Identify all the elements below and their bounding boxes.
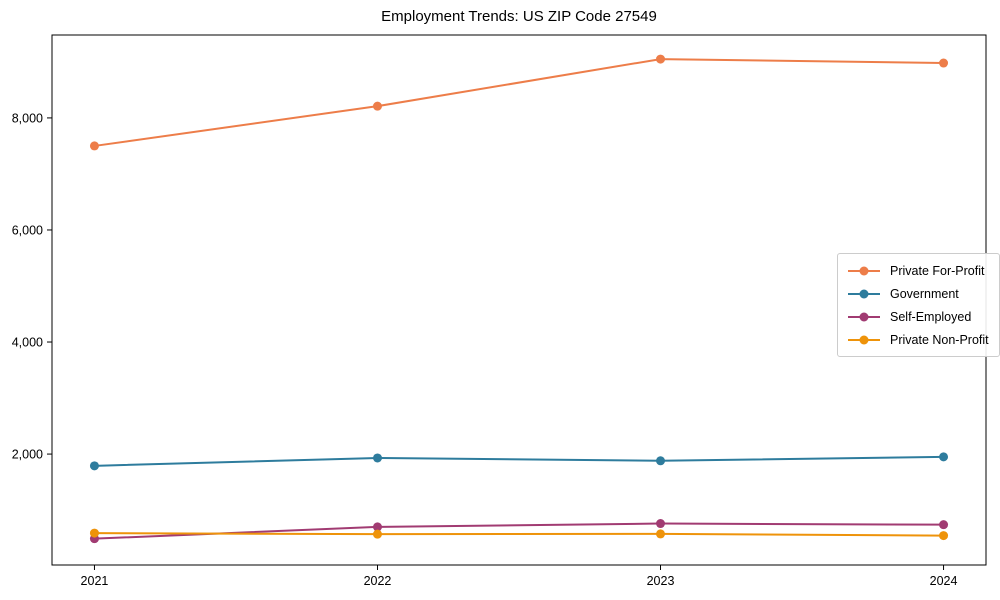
legend-label: Self-Employed bbox=[890, 309, 972, 324]
x-tick-label: 2021 bbox=[81, 574, 109, 588]
legend-line-marker-icon bbox=[848, 312, 880, 321]
data-point-government bbox=[89, 461, 99, 471]
legend-item-government: Government bbox=[847, 284, 989, 303]
legend-item-private-non-profit: Private Non-Profit bbox=[847, 330, 989, 349]
chart-title: Employment Trends: US ZIP Code 27549 bbox=[381, 8, 657, 25]
data-point-private-for-profit bbox=[939, 58, 949, 68]
series-line-government bbox=[93, 455, 945, 467]
x-tick-label: 2022 bbox=[364, 574, 392, 588]
legend-item-self-employed: Self-Employed bbox=[847, 307, 989, 326]
data-point-private-for-profit bbox=[89, 141, 99, 151]
legend-line-marker-icon bbox=[848, 289, 880, 298]
legend-line-marker-icon bbox=[848, 266, 880, 275]
legend-label: Private For-Profit bbox=[890, 263, 985, 278]
y-tick-label: 2,000 bbox=[12, 448, 43, 462]
legend: Private For-Profit Government Self-Employe… bbox=[837, 253, 1000, 357]
data-point-private-non-profit bbox=[939, 531, 949, 541]
y-tick-label: 8,000 bbox=[12, 111, 43, 125]
data-point-private-for-profit bbox=[372, 101, 382, 111]
data-point-private-non-profit bbox=[89, 528, 99, 538]
x-tick-label: 2024 bbox=[930, 574, 958, 588]
data-point-self-employed bbox=[939, 520, 949, 530]
y-tick-label: 6,000 bbox=[12, 223, 43, 237]
data-point-private-for-profit bbox=[656, 54, 666, 64]
data-point-private-non-profit bbox=[372, 529, 382, 539]
legend-item-private-for-profit: Private For-Profit bbox=[847, 261, 989, 280]
data-point-self-employed bbox=[372, 522, 382, 532]
series-line-self-employed bbox=[93, 522, 945, 540]
data-point-government bbox=[656, 456, 666, 466]
series-line-private-non-profit bbox=[93, 532, 945, 537]
x-tick-label: 2023 bbox=[647, 574, 675, 588]
data-point-self-employed bbox=[656, 519, 666, 529]
legend-label: Private Non-Profit bbox=[890, 332, 989, 347]
series-line-private-for-profit bbox=[93, 58, 945, 147]
legend-label: Government bbox=[890, 286, 959, 301]
legend-line-marker-icon bbox=[848, 335, 880, 344]
y-tick-label: 4,000 bbox=[12, 336, 43, 350]
data-point-government bbox=[939, 452, 949, 462]
data-point-private-non-profit bbox=[656, 529, 666, 539]
data-point-government bbox=[372, 453, 382, 463]
